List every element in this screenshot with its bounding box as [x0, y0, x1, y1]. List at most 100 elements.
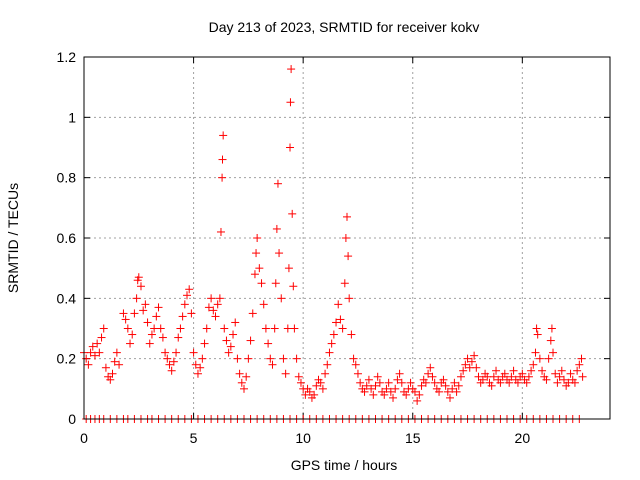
data-point — [136, 282, 145, 291]
data-point — [115, 360, 124, 369]
data-point — [532, 324, 541, 333]
data-point — [239, 384, 248, 393]
data-point — [524, 372, 533, 381]
data-point — [323, 360, 332, 369]
data-point — [286, 143, 295, 152]
data-point — [542, 375, 551, 384]
data-point — [237, 378, 246, 387]
data-point — [573, 366, 582, 375]
data-point — [90, 351, 99, 360]
data-point — [82, 354, 91, 363]
data-point — [424, 369, 433, 378]
data-point — [108, 369, 117, 378]
data-point — [395, 369, 404, 378]
data-point — [158, 333, 167, 342]
x-tick-label: 0 — [80, 430, 88, 446]
data-point — [531, 348, 540, 357]
data-point — [248, 309, 257, 318]
grid-lines — [84, 57, 610, 419]
y-axis-label: SRMTID / TECUs — [5, 183, 21, 293]
data-point — [461, 360, 470, 369]
data-point — [509, 366, 518, 375]
data-point — [435, 387, 444, 396]
data-point — [371, 381, 380, 390]
data-point — [176, 324, 185, 333]
data-point — [132, 294, 141, 303]
data-point — [334, 300, 343, 309]
data-point — [196, 363, 205, 372]
data-point — [143, 318, 152, 327]
data-point — [244, 354, 253, 363]
data-point — [277, 294, 286, 303]
data-point — [255, 264, 264, 273]
data-point — [216, 227, 225, 236]
data-point — [301, 390, 310, 399]
data-point — [549, 348, 558, 357]
data-point — [555, 372, 564, 381]
data-point — [533, 330, 542, 339]
data-point — [336, 315, 345, 324]
data-point — [347, 330, 356, 339]
data-point — [353, 369, 362, 378]
data-point — [119, 309, 128, 318]
data-point — [487, 381, 496, 390]
data-point — [544, 354, 553, 363]
plot-frame — [83, 56, 611, 420]
data-point — [349, 354, 358, 363]
data-point — [172, 348, 181, 357]
y-tick-label: 0.2 — [57, 351, 77, 367]
data-point — [364, 375, 373, 384]
data-point — [95, 348, 104, 357]
data-point — [213, 300, 222, 309]
data-point — [450, 378, 459, 387]
data-point — [325, 348, 334, 357]
data-point — [344, 252, 353, 261]
data-point — [235, 369, 244, 378]
data-point — [259, 300, 268, 309]
data-point — [570, 378, 579, 387]
data-point — [356, 378, 365, 387]
data-point — [417, 381, 426, 390]
data-point — [380, 390, 389, 399]
data-point — [340, 279, 349, 288]
data-point — [448, 384, 457, 393]
data-point — [187, 309, 196, 318]
data-point — [389, 393, 398, 402]
y-tick-label: 0.4 — [57, 290, 77, 306]
data-point — [496, 378, 505, 387]
data-point — [257, 279, 266, 288]
data-point — [406, 378, 415, 387]
data-point — [200, 339, 209, 348]
data-point — [250, 270, 259, 279]
data-point — [242, 372, 251, 381]
data-point — [327, 339, 336, 348]
axis-ticks: 0 0.2 0.4 0.6 0.8 1 1.2 0 5 10 15 20 — [57, 49, 610, 446]
data-point — [198, 354, 207, 363]
data-point — [382, 384, 391, 393]
data-point — [126, 339, 135, 348]
data-point — [343, 212, 351, 221]
data-point — [522, 378, 531, 387]
data-point — [226, 342, 235, 351]
data-point — [578, 372, 587, 381]
data-point — [547, 324, 556, 333]
data-point — [88, 342, 97, 351]
data-point — [397, 378, 406, 387]
data-point — [271, 279, 280, 288]
data-point — [233, 354, 242, 363]
data-point — [286, 98, 295, 107]
data-point — [193, 369, 202, 378]
data-point — [454, 381, 463, 390]
data-point — [224, 348, 233, 357]
data-point — [161, 348, 170, 357]
data-point — [266, 354, 275, 363]
data-point — [121, 315, 130, 324]
data-point — [290, 324, 299, 333]
data-points — [80, 65, 587, 423]
data-point — [375, 378, 384, 387]
data-point — [156, 324, 165, 333]
data-point — [292, 354, 301, 363]
data-point — [472, 363, 481, 372]
data-point — [559, 375, 568, 384]
